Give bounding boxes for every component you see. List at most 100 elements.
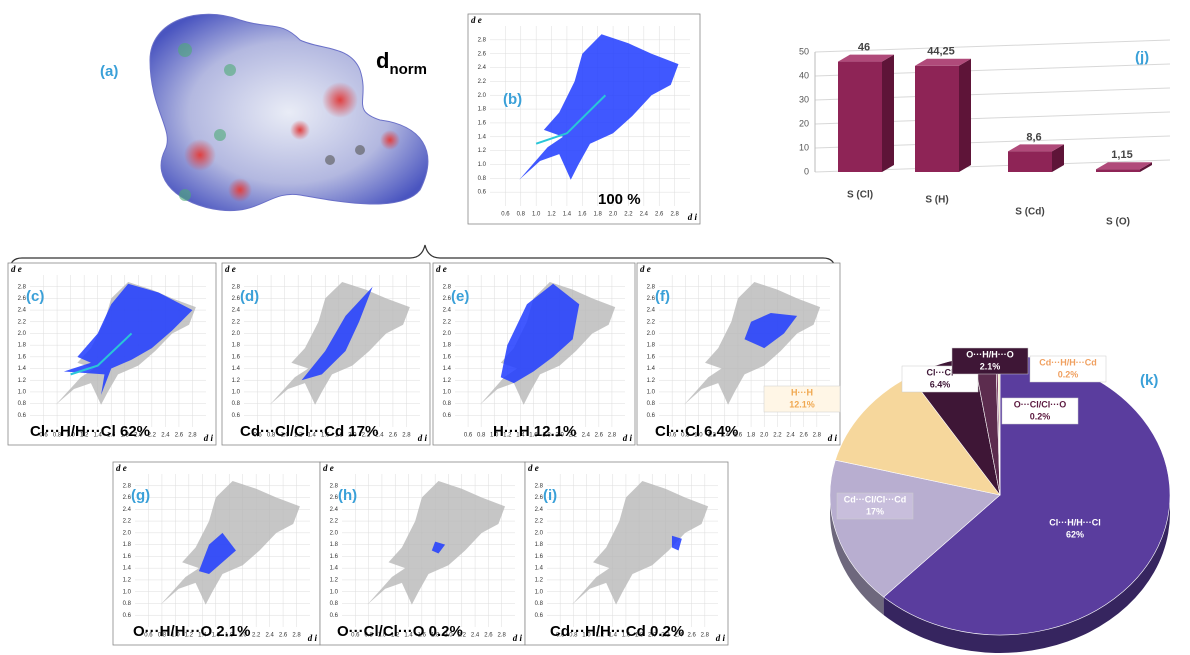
x-tick-label: 2.6 — [389, 433, 398, 439]
fingerprint-background — [683, 282, 821, 405]
x-tick-label: 1.2 — [547, 212, 556, 218]
x-tick-label: 2.2 — [148, 433, 157, 439]
y-tick-label: 0.6 — [123, 613, 132, 619]
x-tick-label: 1.4 — [563, 212, 572, 218]
x-axis-label: d i — [513, 633, 523, 643]
y-tick-label: 1.4 — [330, 566, 339, 572]
y-tick-label: 1.6 — [443, 354, 452, 360]
pie-value-label: 2.1% — [980, 361, 1001, 371]
x-tick-label: 2.8 — [498, 633, 507, 639]
x-tick-label: 1.8 — [747, 433, 756, 439]
y-tick-label: 2.6 — [535, 495, 544, 501]
y-tick-label: 2.0 — [123, 530, 132, 536]
x-tick-label: 2.6 — [688, 633, 697, 639]
x-axis-label: d i — [308, 633, 318, 643]
y-axis-label: d e — [436, 264, 447, 274]
x-tick-label: 1.4 — [516, 433, 525, 439]
x-tick-label: 1.0 — [582, 633, 591, 639]
fingerprint-plot: 0.6 0.6 0.8 0.8 1.0 1.0 1.2 1.2 1.4 1.4 1.6 1.6 1.8 1… — [432, 262, 636, 446]
y-tick-label: 1.2 — [535, 578, 544, 584]
x-tick-label: 2.2 — [624, 212, 633, 218]
bar — [1008, 151, 1052, 172]
x-tick-label: 1.0 — [280, 433, 289, 439]
pie-category-label: Cl···Cl — [927, 367, 954, 377]
y-tick-label: 0.8 — [123, 601, 132, 607]
value-label: 1,15 — [1111, 149, 1132, 161]
panel-label: (a) — [100, 63, 118, 80]
x-tick-label: S (H) — [925, 195, 948, 206]
pie-category-label: Cd···Cl/Cl···Cd — [844, 494, 906, 504]
panel-label: (f) — [655, 288, 670, 305]
x-tick-label: 2.6 — [655, 212, 664, 218]
x-tick-label: 1.0 — [694, 433, 703, 439]
y-tick-label: 2.2 — [478, 79, 487, 85]
pie-category-label: Cl···H/H···Cl — [1049, 517, 1100, 527]
panel-caption: Cl···H/H···Cl 62% — [30, 423, 150, 440]
x-tick-label: 1.2 — [503, 433, 512, 439]
y-tick-label: 2.0 — [535, 530, 544, 536]
x-tick-label: 1.2 — [595, 633, 604, 639]
label-box — [951, 347, 1029, 375]
bar — [1096, 169, 1140, 172]
fingerprint-highlight — [301, 286, 373, 381]
x-tick-label: 1.8 — [635, 633, 644, 639]
bar-side — [882, 54, 894, 172]
y-tick-label: 2.2 — [647, 319, 656, 325]
bar — [838, 61, 882, 172]
x-tick-label: 2.6 — [595, 433, 604, 439]
y-tick-label: 1.0 — [232, 390, 241, 396]
x-tick-label: 1.6 — [212, 633, 221, 639]
label-box — [763, 385, 841, 413]
x-tick-label: 0.8 — [53, 433, 62, 439]
x-tick-label: 1.6 — [578, 212, 587, 218]
x-tick-label: 0.8 — [267, 433, 276, 439]
y-tick-label: 0.8 — [478, 176, 487, 182]
x-tick-label: 2.6 — [800, 433, 809, 439]
panel-label: (g) — [131, 487, 150, 504]
x-tick-label: 1.6 — [107, 433, 116, 439]
y-tick-label: 2.0 — [18, 331, 27, 337]
y-tick-label: 0.8 — [443, 401, 452, 407]
y-tick-label: 1.4 — [18, 366, 27, 372]
x-tick-label: 2.0 — [444, 633, 453, 639]
pie-value-label: 62% — [1066, 529, 1084, 539]
x-tick-label: 2.4 — [582, 433, 591, 439]
value-label: 44,25 — [927, 46, 955, 58]
x-tick-label: 1.8 — [594, 212, 603, 218]
y-tick-label: 1.8 — [123, 542, 132, 548]
x-tick-label: 2.8 — [813, 433, 822, 439]
y-tick-label: 1.2 — [232, 378, 241, 384]
x-tick-label: 0.8 — [477, 433, 486, 439]
panel-caption: Cd···H/H···Cd 0.2% — [550, 623, 684, 640]
fingerprint-plot: 0.6 0.6 0.8 0.8 1.0 1.0 1.2 1.2 1.4 1.4 1.6 1.6 1.8 1… — [636, 262, 841, 446]
dnorm-d: d — [376, 48, 389, 73]
y-tick-label: 2.8 — [123, 483, 132, 489]
x-axis-label: d i — [688, 212, 698, 222]
x-tick-label: 2.8 — [402, 433, 411, 439]
x-tick-label: 1.2 — [80, 433, 89, 439]
x-tick-label: 2.0 — [134, 433, 143, 439]
y-tick-label: 2.2 — [232, 319, 241, 325]
panel-label: (h) — [338, 487, 357, 504]
x-tick-label: 2.4 — [786, 433, 795, 439]
panel-label: (i) — [543, 487, 557, 504]
y-tick-label: 0.6 — [443, 413, 452, 419]
x-tick-label: 2.8 — [292, 633, 301, 639]
fingerprint-plot: 0.6 0.6 0.8 0.8 1.0 1.0 1.2 1.2 1.4 1.4 1.6 1.6 1.8 1… — [524, 461, 729, 646]
y-axis-label: d e — [471, 15, 482, 25]
x-tick-label: 2.2 — [458, 633, 467, 639]
y-tick-label: 1.2 — [18, 378, 27, 384]
y-tick-label: 2.8 — [18, 284, 27, 290]
y-tick-label: 0.8 — [232, 401, 241, 407]
x-tick-label: 1.8 — [431, 633, 440, 639]
pie-category-label: O···Cl/Cl···O — [1014, 399, 1066, 409]
x-tick-label: 2.4 — [640, 212, 649, 218]
pie-side — [830, 495, 884, 616]
grid-line — [814, 39, 1171, 53]
x-tick-label: 1.2 — [391, 633, 400, 639]
x-axis-label: d i — [716, 633, 726, 643]
x-tick-label: 2.2 — [362, 433, 371, 439]
y-tick-label: 1.8 — [647, 343, 656, 349]
y-axis-label: d e — [528, 463, 539, 473]
